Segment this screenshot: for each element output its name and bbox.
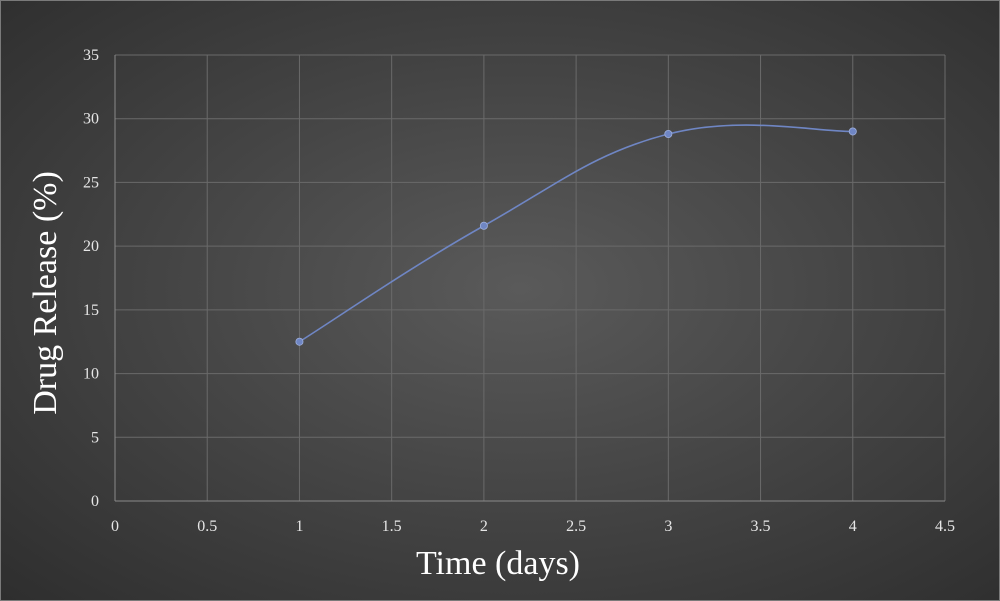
data-point [848, 127, 857, 136]
y-tick-label: 30 [83, 111, 99, 128]
y-axis-title: Drug Release (%) [27, 171, 64, 415]
series-line [299, 124, 853, 343]
x-tick-label: 2 [480, 518, 488, 535]
tick-labels: 0 5 10 15 20 25 30 35 0 0.5 1 1.5 2 2.5 3 3.5 4 4.5 [83, 47, 955, 535]
x-tick-label: 0.5 [197, 518, 217, 535]
gridlines [115, 54, 946, 501]
x-axis-title: Time (days) [416, 545, 580, 582]
x-tick-label: 4.5 [935, 518, 955, 535]
y-tick-label: 0 [91, 493, 99, 510]
y-tick-label: 5 [91, 429, 99, 446]
y-tick-label: 10 [83, 366, 99, 383]
data-point [664, 130, 673, 139]
data-point [295, 337, 304, 346]
x-tick-label: 1 [295, 518, 303, 535]
y-tick-label: 15 [83, 302, 99, 319]
data-point [479, 221, 488, 230]
y-tick-label: 35 [83, 47, 99, 64]
x-tick-label: 3.5 [751, 518, 771, 535]
y-tick-label: 25 [83, 174, 99, 191]
x-tick-label: 4 [849, 518, 857, 535]
axes [114, 55, 945, 502]
y-tick-label: 20 [83, 238, 99, 255]
x-tick-label: 2.5 [566, 518, 586, 535]
x-tick-label: 3 [664, 518, 672, 535]
x-tick-label: 1.5 [382, 518, 402, 535]
x-tick-label: 0 [111, 518, 119, 535]
series-layer [295, 124, 857, 346]
